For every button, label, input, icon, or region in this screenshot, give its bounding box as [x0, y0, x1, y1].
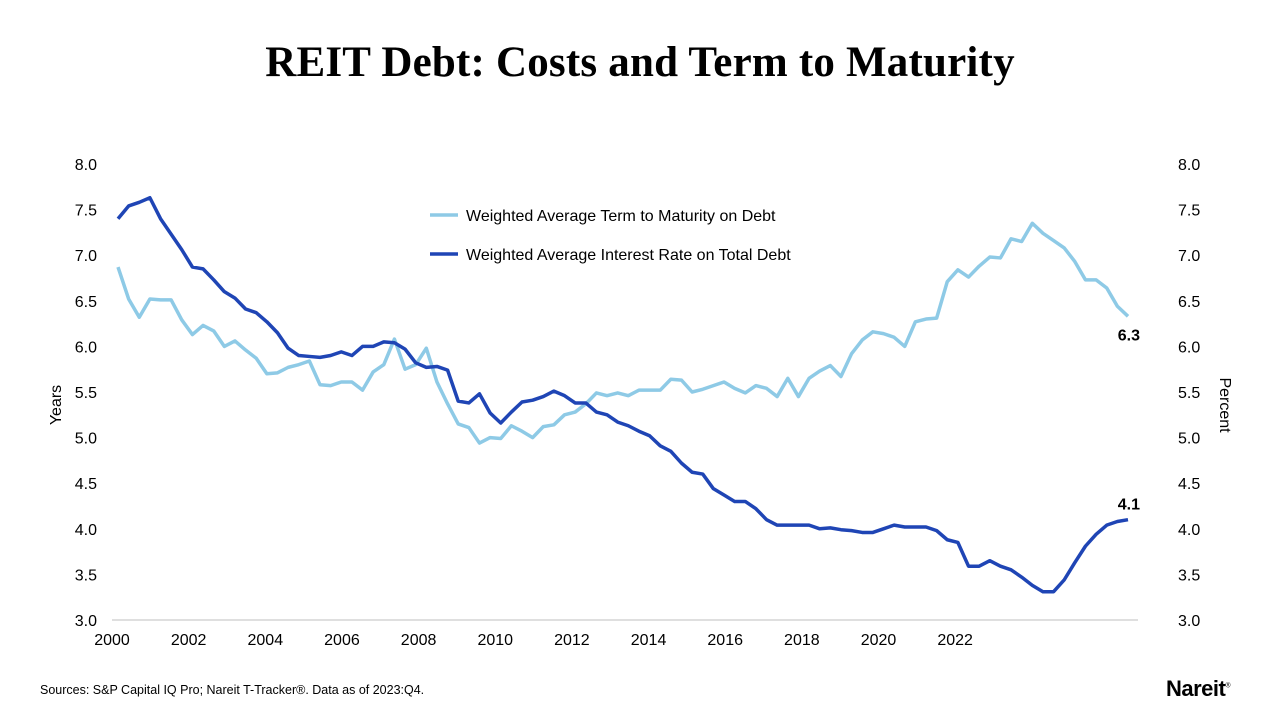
x-tick-label: 2016 — [707, 632, 743, 649]
y-left-tick-label: 5.0 — [75, 431, 97, 448]
y-right-tick-label: 4.0 — [1178, 522, 1200, 539]
x-tick-label: 2018 — [784, 632, 820, 649]
y-left-tick-label: 3.0 — [75, 613, 97, 630]
y-right-tick-label: 6.0 — [1178, 339, 1200, 356]
y-right-tick-label: 7.0 — [1178, 248, 1200, 265]
y-left-tick-label: 6.0 — [75, 339, 97, 356]
nareit-logo: Nareit® — [1166, 676, 1231, 701]
end-data-label: 4.1 — [1118, 497, 1140, 514]
legend-label: Weighted Average Interest Rate on Total … — [466, 247, 791, 264]
x-tick-label: 2020 — [861, 632, 897, 649]
y-left-tick-label: 4.5 — [75, 476, 97, 493]
series-line-interest-rate — [116, 195, 1129, 594]
y-right-tick-label: 8.0 — [1178, 157, 1200, 174]
y-right-tick-label: 4.5 — [1178, 476, 1200, 493]
series-line-term-to-maturity — [116, 221, 1130, 445]
y-left-axis-label: Years — [48, 385, 65, 425]
y-left-tick-label: 7.5 — [75, 203, 97, 220]
y-right-axis-label: Percent — [1216, 377, 1233, 433]
y-left-tick-label: 3.5 — [75, 567, 97, 584]
y-right-tick-label: 3.5 — [1178, 567, 1200, 584]
source-note: Sources: S&P Capital IQ Pro; Nareit T-Tr… — [40, 683, 425, 697]
x-tick-label: 2022 — [937, 632, 973, 649]
y-left-tick-label: 8.0 — [75, 157, 97, 174]
x-tick-label: 2014 — [631, 632, 667, 649]
y-left-tick-label: 5.5 — [75, 385, 97, 402]
x-tick-label: 2004 — [248, 632, 284, 649]
y-right-tick-label: 5.0 — [1178, 431, 1200, 448]
y-left-tick-label: 7.0 — [75, 248, 97, 265]
chart-title: REIT Debt: Costs and Term to Maturity — [265, 39, 1015, 86]
x-tick-label: 2002 — [171, 632, 207, 649]
y-right-tick-label: 7.5 — [1178, 203, 1200, 220]
y-left-tick-label: 4.0 — [75, 522, 97, 539]
y-right-tick-label: 3.0 — [1178, 613, 1200, 630]
x-tick-label: 2010 — [477, 632, 513, 649]
end-data-label: 6.3 — [1118, 327, 1140, 344]
legend-label: Weighted Average Term to Maturity on Deb… — [466, 208, 776, 225]
y-right-tick-label: 5.5 — [1178, 385, 1200, 402]
logo-text: Nareit — [1166, 676, 1226, 701]
x-tick-label: 2000 — [94, 632, 130, 649]
x-tick-label: 2008 — [401, 632, 437, 649]
x-tick-label: 2006 — [324, 632, 360, 649]
y-left-tick-label: 6.5 — [75, 294, 97, 311]
y-right-tick-label: 6.5 — [1178, 294, 1200, 311]
x-tick-label: 2012 — [554, 632, 590, 649]
